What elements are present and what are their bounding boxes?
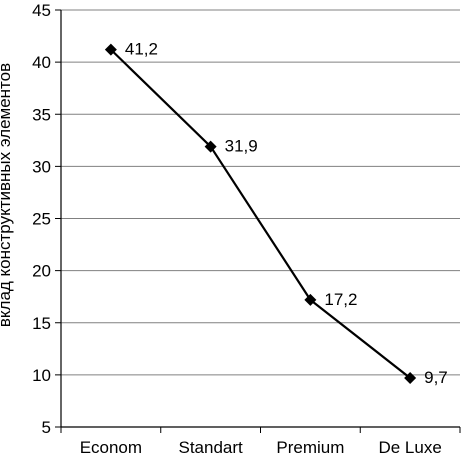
y-tick-label: 20: [32, 262, 51, 281]
x-tick-labels: Econom Standart Premium De Luxe: [80, 438, 442, 457]
series-line-path: [110, 48, 411, 379]
series-line: [110, 48, 411, 379]
x-tick-label: Standart: [178, 438, 243, 457]
data-label: 31,9: [225, 137, 258, 156]
data-label: 41,2: [125, 40, 158, 59]
y-tick-label: 40: [32, 53, 51, 72]
y-tick-label: 25: [32, 210, 51, 229]
data-markers: [104, 43, 417, 385]
y-tick-label: 5: [42, 418, 51, 437]
data-point-de-luxe: [404, 372, 417, 385]
data-point-econom: [104, 43, 117, 56]
data-label: 17,2: [324, 290, 357, 309]
y-tick-label: 10: [32, 366, 51, 385]
x-tick-label: Premium: [276, 438, 344, 457]
y-tick-label: 35: [32, 105, 51, 124]
y-tick-label: 30: [32, 157, 51, 176]
data-point-standart: [204, 140, 217, 153]
data-labels: 41,2 31,9 17,2 9,7: [125, 40, 448, 387]
grid-lines: [61, 9, 460, 376]
y-tick-label: 15: [32, 314, 51, 333]
y-tick-labels: 5 10 15 20 25 30 35 40 45: [32, 1, 51, 437]
y-tick-label: 45: [32, 1, 51, 20]
y-axis-label: вклад конструктивных элементов: [0, 63, 14, 327]
data-label: 9,7: [424, 368, 448, 387]
axes: [55, 9, 461, 433]
x-tick-label: De Luxe: [378, 438, 441, 457]
data-point-premium: [304, 293, 317, 306]
x-tick-label: Econom: [80, 438, 142, 457]
